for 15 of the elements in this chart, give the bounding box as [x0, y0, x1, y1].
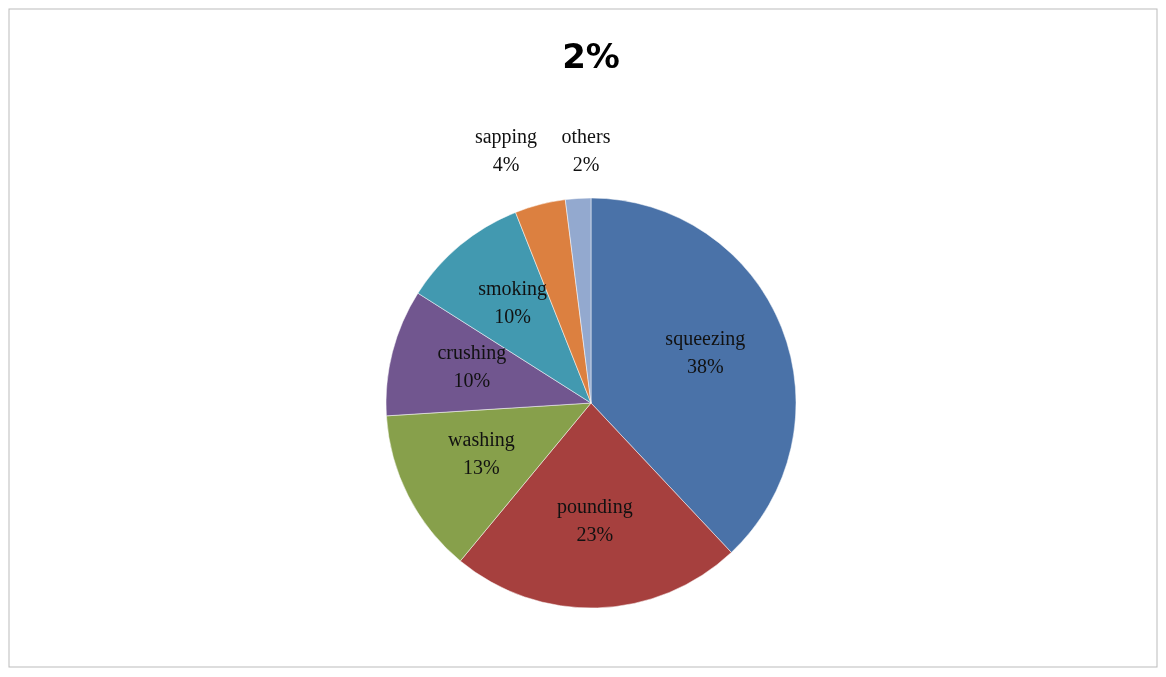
slice-label: crushing: [437, 341, 507, 365]
slice-label: sapping: [474, 125, 538, 148]
data-label: 10%: [494, 305, 531, 328]
slice-label: pounding: [557, 494, 633, 518]
slice-label: washing: [448, 427, 515, 451]
slice-label: smoking: [478, 277, 548, 301]
data-label: 4%: [492, 153, 520, 175]
slice-label: others: [561, 125, 611, 147]
data-label: 2%: [572, 153, 600, 175]
data-label: 10%: [453, 369, 491, 392]
data-label: 38%: [687, 354, 724, 377]
data-label: 13%: [463, 455, 500, 478]
data-label: 23%: [576, 522, 614, 545]
slice-label: squeezing: [665, 326, 746, 350]
chart-title: 2%: [562, 36, 620, 76]
